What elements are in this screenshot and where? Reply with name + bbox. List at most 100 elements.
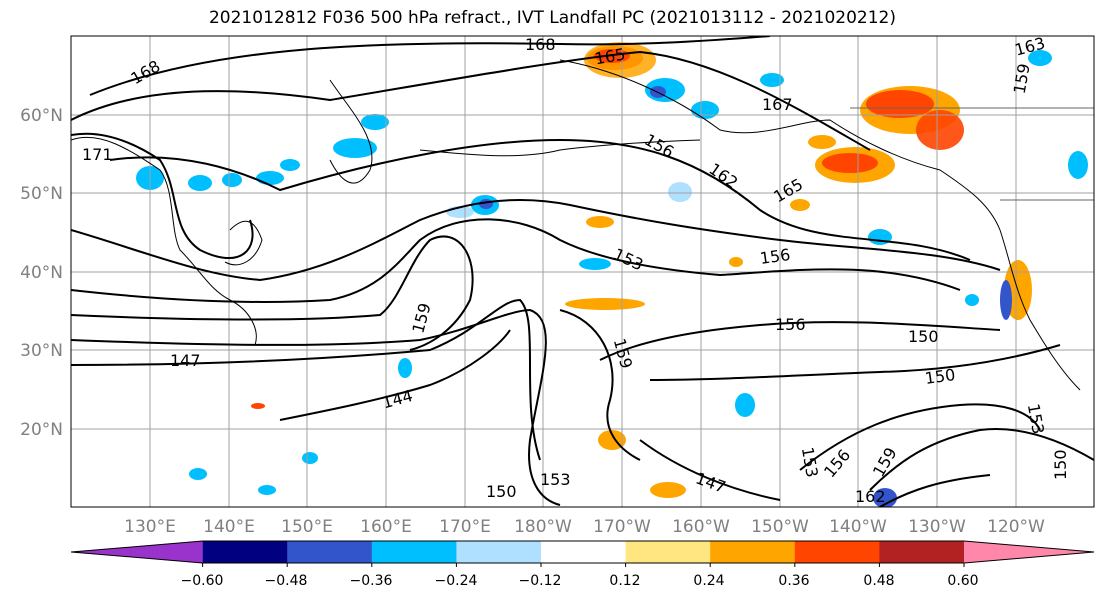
shade-patch <box>866 90 934 118</box>
shade-patch <box>222 173 242 187</box>
contour-label: 156 <box>759 245 792 268</box>
colorbar-segment <box>371 541 457 563</box>
colorbar-segment <box>541 541 627 563</box>
contour-label: 153 <box>540 470 571 489</box>
contour-150b <box>649 344 1061 381</box>
coastlines <box>71 59 1094 391</box>
coast-asia <box>71 136 257 346</box>
colorbar <box>70 540 1095 567</box>
shade-patch <box>691 101 719 119</box>
longitude-labels: 130°E 140°E 150°E 160°E 170°E 180°W 170°… <box>124 517 1045 537</box>
colorbar-segment <box>202 541 288 563</box>
shade-patch <box>361 114 389 130</box>
colorbar-segment <box>879 541 965 563</box>
colorbar-tick-label: 0.24 <box>693 573 724 589</box>
shade-patch <box>1000 280 1012 320</box>
colorbar-tick-label: −0.48 <box>265 573 308 589</box>
colorbar-segment <box>287 541 373 563</box>
contour-159 <box>71 199 1001 282</box>
coast-aleutians <box>419 139 701 157</box>
lon-label: 140°W <box>829 517 887 537</box>
lat-label: 50°N <box>20 184 63 204</box>
colorbar-tick-label: 0.48 <box>863 573 894 589</box>
colorbar-ticks: −0.60 −0.48 −0.36 −0.24 −0.12 0.12 0.24 … <box>181 573 979 589</box>
contour-147b <box>639 439 781 501</box>
shade-patch <box>579 258 611 270</box>
lon-label: 120°W <box>987 517 1045 537</box>
colorbar-extend-max <box>964 541 1094 563</box>
grid-lines <box>71 36 1094 507</box>
colorbar-tick-label: −0.60 <box>181 573 224 589</box>
shade-patch <box>256 171 284 185</box>
coast-japan <box>224 220 263 266</box>
contour-153b <box>799 403 1041 471</box>
contour-label: 168 <box>525 35 556 54</box>
contour-156 <box>71 218 961 303</box>
coast-kamchatka <box>329 79 373 184</box>
lon-label: 170°E <box>439 517 491 537</box>
colorbar-segment <box>710 541 796 563</box>
coast-na-west <box>999 229 1081 391</box>
contour-label: 156 <box>775 315 806 334</box>
colorbar-segment <box>625 541 711 563</box>
contour-label: 150 <box>924 365 957 388</box>
shade-patch <box>729 257 743 267</box>
contour-159c <box>869 428 1094 491</box>
contour-165 <box>71 50 871 151</box>
shade-patch <box>965 294 979 306</box>
contour-171 <box>71 132 254 260</box>
lon-label: 180°W <box>514 517 572 537</box>
shade-patch <box>808 135 836 149</box>
shade-patch <box>650 482 686 498</box>
shade-patch <box>333 138 377 158</box>
figure-title: 2021012812 F036 500 hPa refract., IVT La… <box>208 8 896 28</box>
colorbar-tick-label: 0.12 <box>609 573 640 589</box>
contour-162b <box>879 474 991 507</box>
shade-patch <box>188 175 212 191</box>
shade-patch <box>822 153 878 173</box>
contour-162 <box>109 138 971 261</box>
shade-patch <box>1028 50 1052 66</box>
colorbar-tick-label: −0.24 <box>435 573 478 589</box>
contour-159b <box>559 309 641 461</box>
shade-patch <box>302 452 318 464</box>
shade-patch <box>280 159 300 171</box>
shade-patch <box>258 485 276 495</box>
shade-patch <box>251 403 265 409</box>
shade-patch <box>916 110 964 150</box>
contour-label: 171 <box>82 145 113 164</box>
lon-label: 130°W <box>908 517 966 537</box>
latitude-labels: 60°N 50°N 40°N 30°N 20°N <box>20 106 63 440</box>
shade-patch <box>873 488 897 507</box>
shading-layer <box>136 42 1088 507</box>
lon-label: 150°E <box>281 517 333 537</box>
shade-patch <box>668 182 692 202</box>
shade-patch <box>735 393 755 417</box>
contour-156b <box>599 321 1001 361</box>
shade-patch <box>1068 151 1088 179</box>
lon-label: 160°W <box>672 517 730 537</box>
colorbar-tick-label: 0.36 <box>778 573 809 589</box>
shade-patch <box>868 229 892 245</box>
contour-label: 147 <box>170 351 201 370</box>
lat-label: 30°N <box>20 341 63 361</box>
contour-153 <box>71 235 474 351</box>
colorbar-segment <box>794 541 880 563</box>
map-frame <box>70 35 1095 508</box>
coast-alaska <box>559 59 1001 231</box>
lon-label: 170°W <box>593 517 651 537</box>
shade-patch <box>189 468 207 480</box>
contour-144 <box>279 329 511 421</box>
shade-patch <box>790 199 810 211</box>
colorbar-tick-label: 0.60 <box>947 573 978 589</box>
lon-label: 150°W <box>751 517 809 537</box>
colorbar-tick-label: −0.36 <box>350 573 393 589</box>
contour-147 <box>71 298 541 461</box>
contour-150 <box>71 308 561 506</box>
contour-label: 150 <box>1051 449 1070 480</box>
colorbar-extend-min <box>71 541 203 563</box>
contour-label: 150 <box>486 482 517 501</box>
lat-label: 60°N <box>20 106 63 126</box>
lat-label: 40°N <box>20 263 63 283</box>
